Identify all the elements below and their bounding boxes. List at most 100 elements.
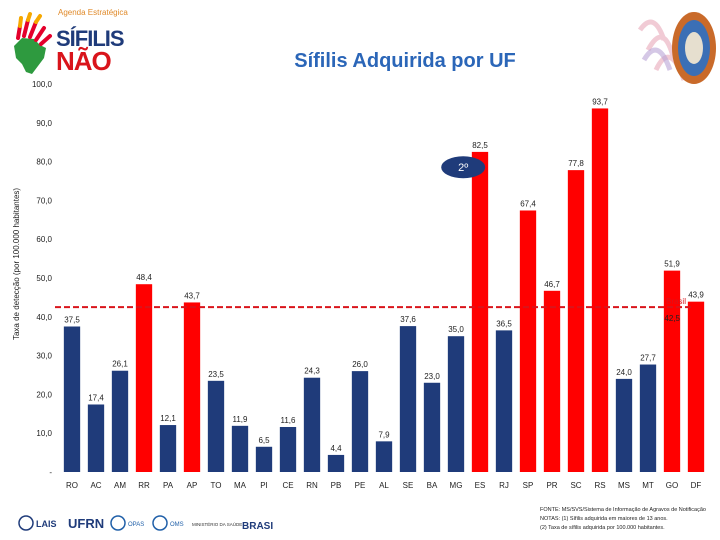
bar-label-PE: 26,0: [352, 360, 368, 369]
x-tick-MS: MS: [618, 481, 630, 490]
bar-label-BA: 23,0: [424, 372, 440, 381]
x-tick-MG: MG: [450, 481, 463, 490]
x-tick-AL: AL: [379, 481, 389, 490]
bar-label-AM: 26,1: [112, 360, 128, 369]
y-tick-label: 50,0: [36, 274, 52, 283]
bar-RR: [135, 284, 153, 472]
x-tick-TO: TO: [211, 481, 222, 490]
bar-label-RO: 37,5: [64, 316, 80, 325]
x-tick-SE: SE: [403, 481, 414, 490]
bar-AL: [375, 441, 393, 472]
x-tick-BA: BA: [427, 481, 438, 490]
chart-title: Sífilis Adquirida por UF: [294, 50, 516, 72]
bar-label-CE: 11,6: [281, 416, 297, 425]
bar-label-PR: 46,7: [544, 280, 560, 289]
bar-AC: [87, 404, 105, 472]
x-tick-RJ: RJ: [499, 481, 509, 490]
oms-logo: OMS: [152, 515, 184, 531]
x-tick-AP: AP: [187, 481, 198, 490]
x-tick-CE: CE: [282, 481, 293, 490]
bar-label-AC: 17,4: [88, 393, 104, 402]
y-tick-label: 60,0: [36, 235, 52, 244]
x-tick-RO: RO: [66, 481, 78, 490]
x-tick-SC: SC: [570, 481, 581, 490]
y-tick-label: 80,0: [36, 158, 52, 167]
bar-TO: [207, 380, 225, 472]
bar-label-RJ: 36,5: [496, 319, 512, 328]
bar-value-labels: 37,5 17,4 26,1 12,1 23,5 11,9 6,5 11,6 24,3 4,4 26…: [64, 97, 704, 452]
x-tick-MA: MA: [234, 481, 247, 490]
x-tick-AC: AC: [90, 481, 101, 490]
bar-label-ES: 82,5: [472, 141, 488, 150]
logo-map-icon: [14, 12, 52, 74]
bar-MG: [447, 336, 465, 472]
bar-PR: [543, 290, 561, 472]
bar-RS: [591, 108, 609, 472]
footer-note-1: NOTAS: (1) Sífilis adquirida em maiores …: [540, 516, 668, 522]
x-tick-PA: PA: [163, 481, 174, 490]
y-axis-ticks: - 10,0 20,0 30,0 40,0 50,0 60,0 70,0 80,0 90,0 100…: [32, 80, 53, 477]
bar-AP: [183, 302, 201, 472]
bar-label-PB: 4,4: [330, 444, 342, 453]
bar-label-RS: 93,7: [592, 97, 608, 106]
partner-brasil: BRASIL: [242, 521, 273, 532]
y-tick-label: 100,0: [32, 80, 53, 89]
reference-value-label: 42,5: [664, 314, 680, 323]
x-tick-PR: PR: [546, 481, 557, 490]
x-tick-MT: MT: [642, 481, 654, 490]
y-tick-label: 90,0: [36, 119, 52, 128]
bar-label-AL: 7,9: [378, 430, 390, 439]
x-tick-RR: RR: [138, 481, 150, 490]
bars: [63, 108, 705, 473]
x-tick-PE: PE: [355, 481, 366, 490]
bar-label-SC: 77,8: [568, 159, 584, 168]
bar-MS: [615, 378, 633, 472]
x-tick-RN: RN: [306, 481, 318, 490]
bar-label-MA: 11,9: [233, 415, 249, 424]
bar-label-PI: 6,5: [258, 436, 270, 445]
bar-BA: [423, 382, 441, 472]
bar-label-PA: 12,1: [160, 414, 176, 423]
x-tick-AM: AM: [114, 481, 126, 490]
bar-GO: [663, 270, 681, 472]
y-tick-label: 30,0: [36, 352, 52, 361]
y-tick-label: 70,0: [36, 196, 52, 205]
partner-oms: OMS: [170, 522, 184, 528]
bar-label-SP: 67,4: [520, 199, 536, 208]
bar-SC: [567, 170, 585, 473]
bar-RO: [63, 326, 81, 472]
bar-label-GO: 51,9: [664, 260, 680, 269]
footer-note-2: (2) Taxa de sífilis adquirida por 100.00…: [540, 525, 665, 531]
x-tick-PB: PB: [331, 481, 342, 490]
x-tick-PI: PI: [260, 481, 268, 490]
bar-MT: [639, 364, 657, 472]
bar-label-MT: 27,7: [640, 354, 656, 363]
bar-PB: [327, 454, 345, 472]
reference-label: Brasil: [666, 297, 686, 306]
bar-label-RN: 24,3: [304, 367, 320, 376]
bar-AM: [111, 370, 129, 472]
logo-emphasis-text: NÃO: [56, 46, 112, 76]
logo-top-text: Agenda Estratégica: [58, 8, 128, 17]
partner-logos: LAIS UFRN OPAS OMS MINISTÉRIO DA SAÚDE B…: [18, 515, 273, 532]
rank-badge: [441, 156, 486, 179]
bar-PA: [159, 425, 177, 472]
brasil-logo: BRASIL: [242, 521, 273, 532]
partner-ufrn: UFRN: [68, 516, 104, 531]
bar-CE: [279, 426, 297, 472]
footer-source: FONTE: MS/SVS/Sistema de Informação de A…: [540, 507, 706, 513]
ministerio-saude-logo: MINISTÉRIO DA SAÚDE: [192, 521, 242, 527]
bar-RJ: [495, 330, 513, 472]
partner-opas: OPAS: [128, 522, 144, 528]
x-tick-RS: RS: [594, 481, 605, 490]
bar-SE: [399, 326, 417, 472]
bar-MA: [231, 425, 249, 472]
x-tick-ES: ES: [475, 481, 486, 490]
x-tick-GO: GO: [666, 481, 678, 490]
x-tick-DF: DF: [691, 481, 702, 490]
brasil-reference-line: Brasil 42,5: [55, 297, 694, 323]
partner-lais: LAIS: [36, 519, 57, 529]
bar-label-MS: 24,0: [616, 368, 632, 377]
bar-label-AP: 43,7: [184, 291, 200, 300]
